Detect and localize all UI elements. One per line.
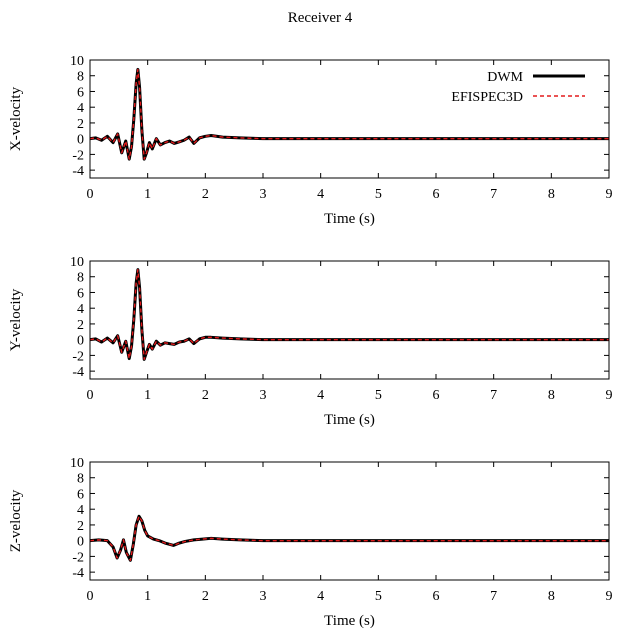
x-tick-label: 7	[490, 589, 497, 604]
x-tick-label: 5	[375, 388, 382, 403]
y-tick-label: -4	[72, 164, 84, 179]
x-tick-label: 8	[548, 589, 555, 604]
y-tick-label: 6	[77, 85, 84, 100]
y-tick-label: -2	[72, 550, 84, 565]
y-tick-label: 6	[77, 487, 84, 502]
x-tick-label: 3	[260, 589, 267, 604]
y-tick-label: 4	[77, 503, 84, 518]
x-tick-label: 9	[606, 388, 613, 403]
x-tick-label: 1	[144, 388, 151, 403]
x-tick-label: 6	[433, 589, 440, 604]
x-tick-label: 0	[87, 388, 94, 403]
series-line-dwm	[90, 67, 609, 161]
x-tick-label: 3	[260, 187, 267, 202]
y-tick-label: 4	[77, 302, 84, 317]
y-tick-label: -4	[72, 365, 84, 380]
y-tick-label: 6	[77, 286, 84, 301]
y-tick-label: 2	[77, 318, 84, 333]
x-tick-label: 5	[375, 589, 382, 604]
y-tick-label: 0	[77, 334, 84, 349]
series-line-efispec3d	[90, 268, 609, 361]
y-tick-label: 8	[77, 472, 84, 487]
x-tick-label: 2	[202, 589, 209, 604]
x-tick-label: 9	[606, 187, 613, 202]
x-axis-title: Time (s)	[324, 412, 375, 428]
x-tick-label: 9	[606, 589, 613, 604]
x-tick-label: 4	[317, 589, 324, 604]
x-tick-label: 3	[260, 388, 267, 403]
legend-label: EFISPEC3D	[451, 90, 523, 105]
x-axis-title: Time (s)	[324, 613, 375, 629]
y-tick-label: 0	[77, 133, 84, 148]
x-tick-label: 0	[87, 589, 94, 604]
y-tick-label: 4	[77, 101, 84, 116]
y-axis-title: X-velocity	[8, 86, 24, 151]
y-tick-label: 2	[77, 117, 84, 132]
x-tick-label: 4	[317, 388, 324, 403]
x-axis-title: Time (s)	[324, 211, 375, 227]
legend: DWM EFISPEC3D	[451, 70, 585, 105]
y-tick-label: -2	[72, 148, 84, 163]
y-tick-label: 0	[77, 535, 84, 550]
x-tick-label: 1	[144, 187, 151, 202]
x-tick-label: 7	[490, 388, 497, 403]
y-tick-label: 10	[70, 456, 84, 471]
x-tick-label: 6	[433, 187, 440, 202]
x-tick-label: 4	[317, 187, 324, 202]
plot-frame	[89, 260, 610, 380]
y-tick-label: 10	[70, 255, 84, 270]
x-tick-label: 6	[433, 388, 440, 403]
y-tick-label: 8	[77, 70, 84, 85]
x-tick-label: 8	[548, 187, 555, 202]
series-line-efispec3d	[90, 515, 609, 562]
y-tick-label: 10	[70, 54, 84, 69]
y-axis-title: Y-velocity	[8, 288, 24, 351]
plot-frame	[89, 461, 610, 581]
plot-frame	[89, 59, 610, 179]
x-tick-label: 8	[548, 388, 555, 403]
y-tick-label: 2	[77, 519, 84, 534]
y-tick-label: -4	[72, 566, 84, 581]
y-axis-title: Z-velocity	[8, 489, 24, 552]
x-tick-label: 2	[202, 187, 209, 202]
x-tick-label: 1	[144, 589, 151, 604]
legend-label: DWM	[487, 70, 523, 85]
x-tick-label: 0	[87, 187, 94, 202]
figure-title: Receiver 4	[288, 10, 353, 26]
y-tick-label: -2	[72, 349, 84, 364]
y-tick-label: 8	[77, 271, 84, 286]
x-tick-label: 7	[490, 187, 497, 202]
x-tick-label: 5	[375, 187, 382, 202]
x-tick-label: 2	[202, 388, 209, 403]
